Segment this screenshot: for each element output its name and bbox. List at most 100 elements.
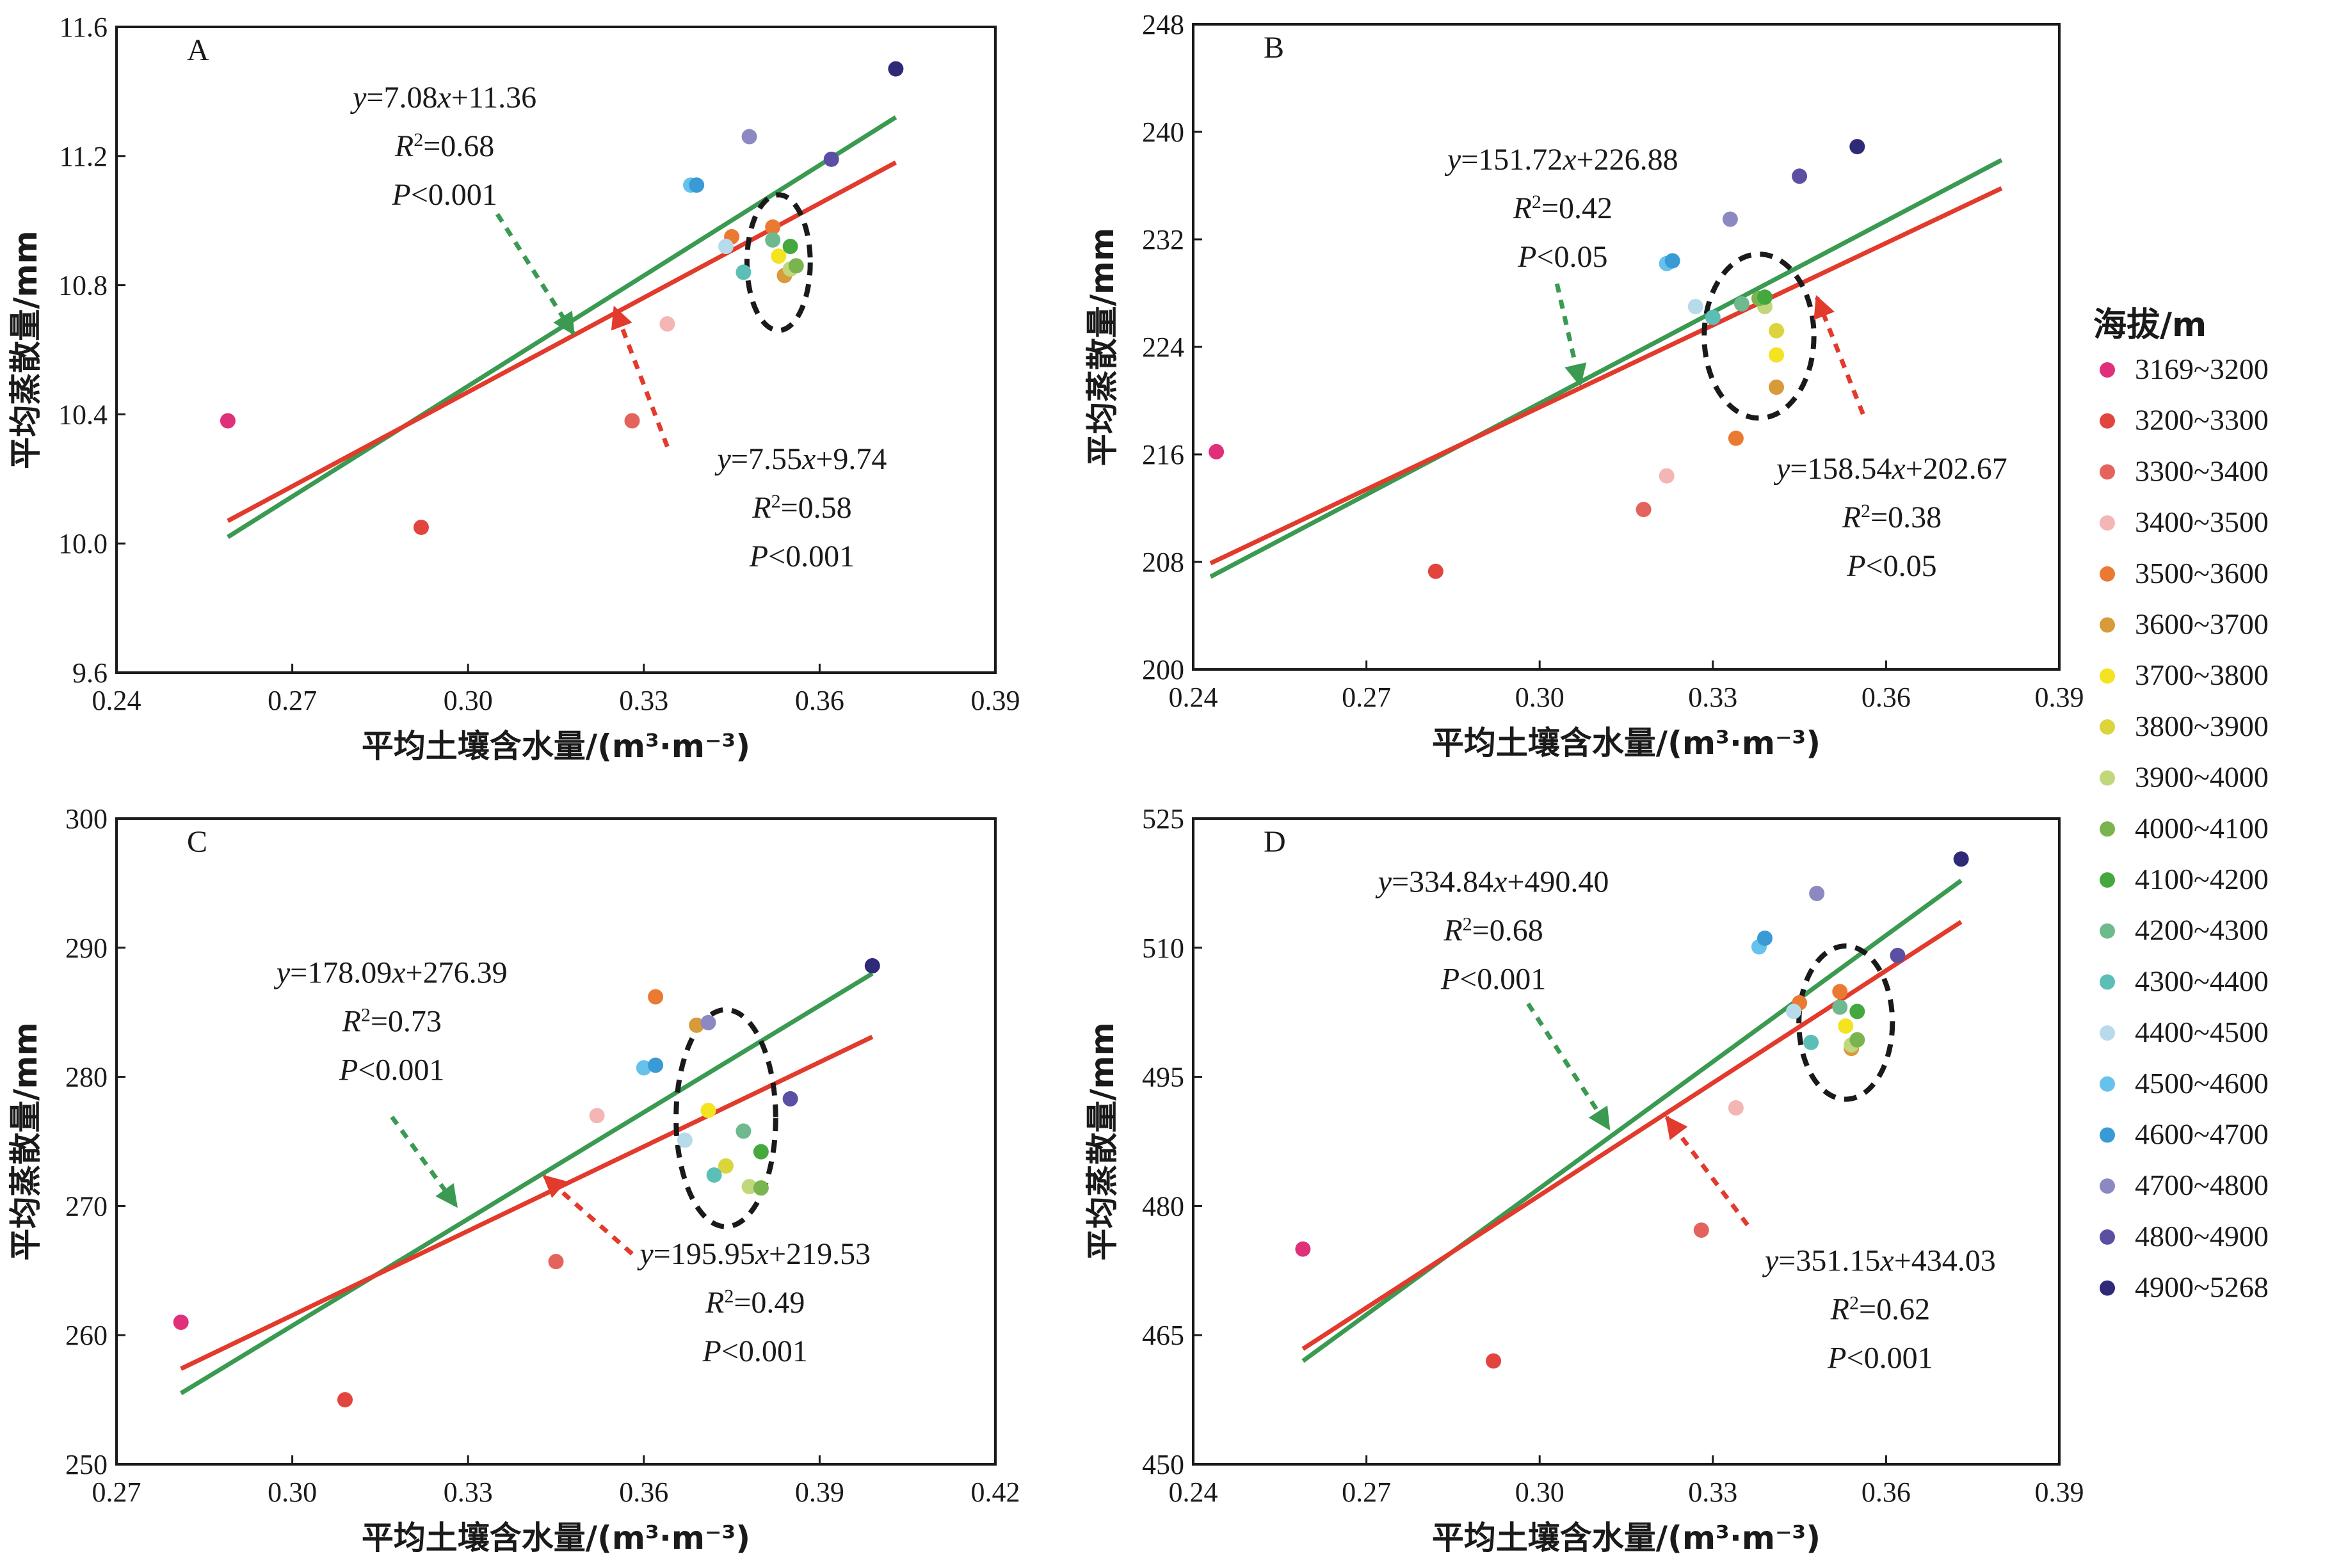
r-squared-text: R2=0.68 [394,129,494,164]
legend-item: 4700~4800 [2100,1169,2269,1201]
legend-item: 3600~3700 [2100,608,2269,641]
legend-swatch [2100,770,2115,786]
data-point [706,1167,722,1183]
x-axis-title: 平均土壤含水量/(m³·m⁻³) [362,1519,750,1556]
arrow-green [1526,1002,1611,1131]
x-tick-label: 0.42 [971,1476,1020,1508]
legend-label: 4300~4400 [2135,964,2269,997]
legend-label: 4400~4500 [2135,1016,2269,1048]
data-point [337,1392,353,1408]
legend-label: 3200~3300 [2135,404,2269,436]
fit-line-red [227,160,897,523]
data-point [765,219,781,235]
legend-label: 3300~3400 [2135,454,2269,487]
data-point [1769,380,1785,395]
p-value-text: P<0.05 [1846,549,1936,583]
legend-label: 4600~4700 [2135,1118,2269,1151]
data-point [1705,309,1721,325]
legend: 海拔/m 3169~3200 3200~3300 3300~3400 3400~350… [2093,306,2269,1304]
y-tick-label: 10.8 [58,270,108,301]
equation-text: y=7.55x+9.74 [714,442,887,476]
equation-text: y=151.72x+226.88 [1444,143,1678,177]
y-tick-label: 216 [1142,439,1184,470]
legend-swatch [2100,515,2115,531]
data-point [1832,984,1848,1000]
data-point [1636,502,1652,518]
legend-item: 3200~3300 [2100,404,2269,436]
x-tick-label: 0.36 [1862,1476,1911,1508]
data-point [1786,1004,1802,1020]
p-value-text: P<0.001 [1440,962,1546,996]
legend-item: 4800~4900 [2100,1220,2269,1252]
legend-label: 3600~3700 [2135,608,2269,641]
data-point [1832,999,1848,1015]
equation-text: y=158.54x+202.67 [1773,452,2007,486]
data-point [1209,444,1225,460]
data-point [718,1158,734,1174]
x-tick-label: 0.33 [444,1476,493,1508]
x-tick-label: 0.27 [92,1476,141,1508]
y-tick-label: 290 [65,932,108,964]
y-tick-label: 300 [65,803,108,835]
y-tick-label: 248 [1142,9,1184,40]
data-point [1849,139,1865,155]
legend-swatch [2100,413,2115,429]
legend-swatch [2100,566,2115,582]
data-point [1803,1034,1819,1050]
data-point [636,1060,652,1076]
legend-swatch [2100,872,2115,888]
x-tick-label: 0.24 [92,685,141,716]
equation-green: y=151.72x+226.88 R2=0.42 P<0.05 [1444,143,1678,274]
x-tick-label: 0.27 [268,685,317,716]
equation-green: y=178.09x+276.39 R2=0.73 P<0.001 [273,956,508,1087]
y-axis-title: 平均蒸散量/mm [7,230,44,468]
panel-letter: B [1264,31,1284,65]
fit-line-green [1209,158,2003,579]
fit-line-red [1301,920,1963,1351]
arrow-red [611,305,670,448]
arrow-red [542,1174,634,1256]
x-tick-label: 0.33 [1688,1476,1737,1508]
equation-red: y=7.55x+9.74 R2=0.58 P<0.001 [714,442,887,573]
data-point [771,248,787,264]
data-point [741,129,757,145]
data-point [741,1179,757,1195]
x-tick-label: 0.24 [1169,682,1218,713]
data-point [782,239,798,255]
data-point [823,151,839,167]
legend-swatch [2100,821,2115,837]
r-squared-text: R2=0.58 [752,491,851,525]
y-axis-title: 平均蒸散量/mm [1084,228,1121,466]
y-tick-label: 495 [1142,1062,1184,1093]
data-point [648,989,664,1005]
legend-label: 4200~4300 [2135,914,2269,947]
legend-item: 4400~4500 [2100,1016,2269,1048]
data-point [1722,211,1738,227]
panel-d: 0.24 0.27 0.30 0.33 0.36 0.39 450 465 480 495 510 5… [1084,803,2084,1556]
data-point [173,1315,189,1331]
x-tick-label: 0.27 [1342,682,1391,713]
legend-title: 海拔/m [2093,306,2207,344]
data-point [1728,430,1744,446]
equation-text: y=7.08x+11.36 [350,81,536,115]
fit-line-red [180,1034,874,1371]
data-point [1664,253,1680,269]
legend-label: 4500~4600 [2135,1067,2269,1100]
data-point [548,1254,564,1270]
data-point [1953,851,1969,867]
legend-label: 4900~5268 [2135,1271,2269,1304]
r-squared-text: R2=0.68 [1443,913,1543,948]
y-tick-label: 510 [1142,932,1184,964]
y-tick-label: 10.0 [58,528,108,559]
arrow-green [495,212,575,336]
data-point [888,61,904,77]
y-tick-label: 200 [1142,654,1184,685]
data-point [1849,1032,1865,1048]
x-tick-label: 0.39 [795,1476,844,1508]
r-squared-text: R2=0.62 [1830,1292,1930,1327]
x-tick-label: 0.30 [1515,1476,1564,1508]
arrow-green [1554,283,1587,387]
panel-letter: D [1264,825,1286,859]
legend-swatch [2100,974,2115,990]
data-point [1792,168,1808,184]
